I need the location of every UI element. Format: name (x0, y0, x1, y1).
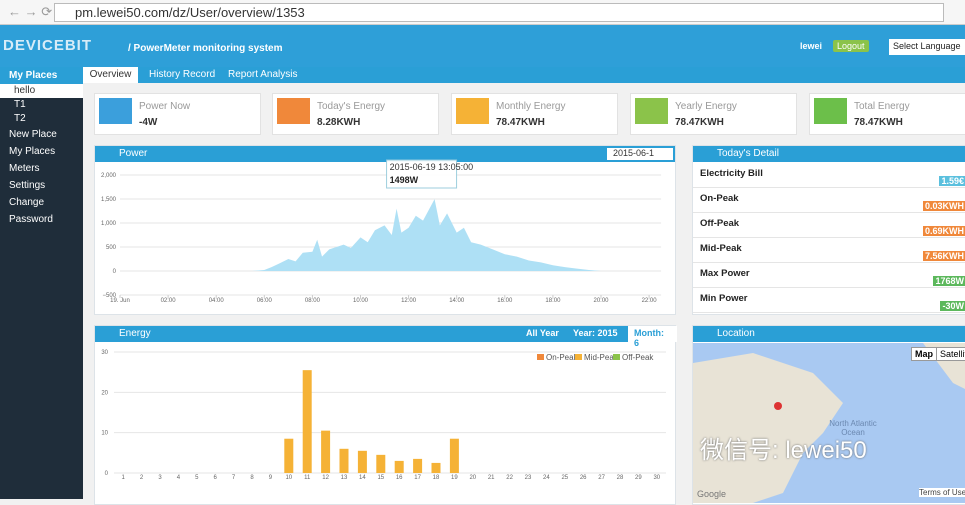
location-panel: Location Map Satellite North Atlantic Oc… (692, 325, 965, 505)
stat-icon (277, 98, 310, 124)
detail-label: On-Peak (700, 193, 739, 204)
detail-value: 0.03KWH (922, 201, 965, 211)
detail-value: 1768W (933, 276, 965, 286)
stat-label: Monthly Energy (496, 101, 566, 112)
menu-item[interactable]: hello (0, 84, 83, 98)
tab[interactable]: History Record (149, 69, 216, 80)
nav-buttons[interactable]: ← → ⟳ (8, 4, 53, 19)
panel-title: Today's Detail (693, 146, 965, 162)
filter[interactable]: All Year (526, 328, 559, 338)
menu-item[interactable]: New Place (9, 129, 57, 140)
stat-label: Today's Energy (317, 101, 386, 112)
satellite-button[interactable]: Satellite (936, 347, 965, 361)
filter[interactable]: Year: 2015 (573, 328, 618, 338)
detail-rows: Electricity Bill 1.59€ On-Peak 0.03KWH Off-P… (693, 162, 965, 314)
stat-value: 8.28KWH (317, 117, 361, 128)
stat-card: Monthly Energy 78.47KWH (451, 93, 618, 135)
detail-row: Max Power 1768W (693, 262, 965, 288)
header: DEVICEBIT / PowerMeter monitoring system… (0, 25, 965, 67)
energy-panel: Energy All Year Year: 2015 Month: 6 (94, 325, 677, 505)
detail-label: Off-Peak (700, 218, 740, 229)
stat-value: 78.47KWH (675, 117, 724, 128)
stat-value: 78.47KWH (496, 117, 545, 128)
stat-label: Power Now (139, 101, 191, 112)
detail-row: On-Peak 0.03KWH (693, 187, 965, 213)
browser-bar: ← → ⟳ pm.lewei50.com/dz/User/overview/13… (0, 0, 965, 25)
stat-card: Power Now -4W (94, 93, 261, 135)
power-panel: Power 2015-06-1 (94, 145, 676, 315)
menu-item[interactable]: Settings (9, 180, 46, 191)
stat-card: Yearly Energy 78.47KWH (630, 93, 797, 135)
language-select[interactable]: Select Language (889, 39, 965, 55)
tab[interactable]: Report Analysis (228, 69, 298, 80)
map-logo: Google (697, 489, 727, 499)
site-title: / PowerMeter monitoring system (128, 43, 283, 54)
detail-value: 0.69KWH (922, 226, 965, 236)
date-picker[interactable]: 2015-06-1 (607, 148, 673, 160)
stat-card: Today's Energy 8.28KWH (272, 93, 439, 135)
detail-label: Max Power (700, 268, 750, 279)
detail-row: Electricity Bill 1.59€ (693, 162, 965, 188)
stat-card: Total Energy 78.47KWH (809, 93, 965, 135)
panel-title: Power (95, 146, 675, 162)
sidebar: My Places hello T1 T2 New Place My Place… (0, 67, 83, 499)
tab-bar: Overview History Record Report Analysis (83, 67, 965, 83)
detail-label: Min Power (700, 293, 748, 304)
detail-panel: Today's Detail Electricity Bill 1.59€ On-P… (692, 145, 965, 315)
detail-label: Mid-Peak (700, 243, 742, 254)
menu-item[interactable]: My Places (0, 67, 83, 84)
logout[interactable]: Logout (833, 40, 869, 52)
url[interactable]: pm.lewei50.com/dz/User/overview/1353 (54, 3, 944, 22)
stat-value: 78.47KWH (854, 117, 903, 128)
logo: DEVICEBIT (3, 37, 93, 54)
detail-value: -30W (940, 301, 965, 311)
panel-title: Energy (95, 326, 675, 342)
watermark: 微信号: lewei50 (700, 437, 867, 464)
menu-item[interactable]: Meters (9, 163, 40, 174)
stat-icon (456, 98, 489, 124)
user[interactable]: lewei (800, 41, 823, 51)
stat-label: Yearly Energy (675, 101, 737, 112)
detail-row: Mid-Peak 7.56KWH (693, 237, 965, 263)
menu-item[interactable]: Change Password (9, 197, 53, 225)
menu-item[interactable]: My Places (9, 146, 56, 157)
stat-label: Total Energy (854, 101, 910, 112)
panel-title: Location (693, 326, 965, 342)
menu-item[interactable]: T1 (14, 99, 26, 110)
detail-value: 7.56KWH (922, 251, 965, 261)
stat-icon (814, 98, 847, 124)
filter[interactable]: Month: 6 (628, 326, 677, 348)
tab[interactable]: Overview (83, 67, 138, 83)
detail-row: Off-Peak 0.69KWH (693, 212, 965, 238)
menu-item[interactable]: T2 (14, 113, 26, 124)
detail-value: 1.59€ (939, 176, 965, 186)
stat-icon (99, 98, 132, 124)
detail-row: Min Power -30W (693, 287, 965, 313)
stat-value: -4W (139, 117, 158, 128)
map-terms[interactable]: Terms of Use (919, 488, 965, 497)
detail-label: Electricity Bill (700, 168, 763, 179)
map-label: North Atlantic Ocean (829, 419, 877, 437)
map-button[interactable]: Map (911, 347, 937, 361)
map-pin (774, 402, 782, 410)
map[interactable]: Map Satellite North Atlantic Ocean Googl… (693, 343, 965, 503)
stat-icon (635, 98, 668, 124)
